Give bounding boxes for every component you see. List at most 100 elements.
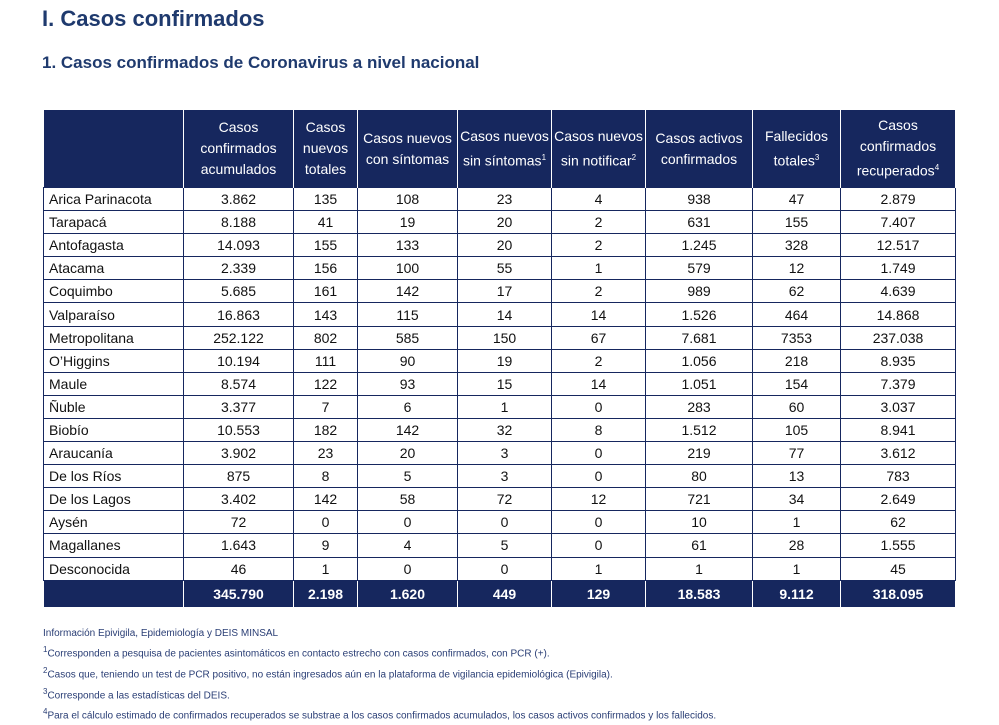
table-row: Magallanes 1.643 9 4 5 0 61 28 1.555 [43, 533, 956, 558]
value-cell: 23 [293, 441, 358, 466]
value-cell: 122 [293, 371, 358, 396]
value-cell: 579 [645, 256, 753, 281]
table-row: Arica Parinacota 3.862 135 108 23 4 938 47 2.879 [43, 186, 956, 212]
header-text: Casos confirmados recuperados [856, 117, 937, 179]
value-cell: 5 [357, 464, 458, 489]
value-cell: 7.681 [645, 325, 753, 350]
header-text: Casos nuevos sin notificar [554, 127, 643, 169]
totals-cell: 345.790 [183, 580, 294, 607]
value-cell: 47 [752, 186, 841, 212]
value-cell: 20 [457, 210, 552, 235]
value-cell: 155 [293, 233, 358, 258]
footnote-text: Casos que, teniendo un test de PCR posit… [47, 669, 613, 681]
value-cell: 61 [645, 533, 753, 558]
value-cell: 12 [752, 256, 841, 281]
value-cell: 133 [357, 233, 458, 258]
value-cell: 328 [752, 233, 841, 258]
header-text: Casos confirmados acumulados [200, 119, 277, 177]
title: I. Casos confirmados [42, 6, 265, 31]
value-cell: 1.512 [645, 417, 753, 443]
region-cell: Tarapacá [43, 210, 184, 235]
value-cell: 2 [551, 279, 646, 304]
value-cell: 12.517 [840, 233, 956, 258]
value-cell: 1 [293, 556, 358, 581]
value-cell: 23 [457, 186, 552, 212]
value-cell: 3.902 [183, 441, 294, 466]
value-cell: 14 [551, 371, 646, 396]
table-row: De los Ríos 875 8 5 3 0 80 13 783 [43, 464, 956, 489]
value-cell: 142 [357, 417, 458, 443]
value-cell: 5.685 [183, 279, 294, 304]
value-cell: 783 [840, 464, 956, 489]
value-cell: 17 [457, 279, 552, 304]
subtitle: 1. Casos confirmados de Coronavirus a ni… [42, 53, 480, 72]
value-cell: 631 [645, 210, 753, 235]
header-cell: Casos activos confirmados [645, 110, 753, 188]
value-cell: 7 [293, 394, 358, 419]
value-cell: 283 [645, 394, 753, 419]
region-cell: Araucanía [43, 441, 184, 466]
table-row: Coquimbo 5.685 161 142 17 2 989 62 4.639 [43, 279, 956, 304]
totals-cell [43, 580, 184, 607]
value-cell: 10.553 [183, 417, 294, 443]
region-cell: Aysén [43, 510, 184, 535]
value-cell: 4 [357, 533, 458, 558]
value-cell: 142 [293, 487, 358, 512]
region-cell: Ñuble [43, 394, 184, 419]
value-cell: 3.862 [183, 186, 294, 212]
value-cell: 0 [551, 441, 646, 466]
value-cell: 9 [293, 533, 358, 558]
region-cell: Desconocida [43, 556, 184, 581]
value-cell: 46 [183, 556, 294, 581]
table-row: Antofagasta 14.093 155 133 20 2 1.245 328 12.517 [43, 233, 956, 258]
table-row: Atacama 2.339 156 100 55 1 579 12 1.749 [43, 256, 956, 281]
value-cell: 156 [293, 256, 358, 281]
header-cell: Casos nuevos sin notificar2 [551, 110, 646, 188]
value-cell: 237.038 [840, 325, 956, 350]
header-sup: 3 [814, 152, 820, 162]
value-cell: 0 [357, 510, 458, 535]
value-cell: 0 [457, 556, 552, 581]
value-cell: 72 [183, 510, 294, 535]
value-cell: 32 [457, 417, 552, 443]
value-cell: 10.194 [183, 348, 294, 373]
value-cell: 45 [840, 556, 956, 581]
table-row: Tarapacá 8.188 41 19 20 2 631 155 7.407 [43, 210, 956, 235]
value-cell: 12 [551, 487, 646, 512]
header-sup: 2 [631, 152, 637, 162]
footnote: 3Corresponde a las estadísticas del DEIS… [43, 684, 716, 705]
totals-cell: 318.095 [840, 580, 956, 607]
value-cell: 182 [293, 417, 358, 443]
header-cell [43, 110, 184, 188]
value-cell: 67 [551, 325, 646, 350]
table-row: Maule 8.574 122 93 15 14 1.051 154 7.379 [43, 371, 956, 396]
value-cell: 2.649 [840, 487, 956, 512]
region-cell: De los Lagos [43, 487, 184, 512]
value-cell: 1.643 [183, 533, 294, 558]
value-cell: 34 [752, 487, 841, 512]
value-cell: 58 [357, 487, 458, 512]
region-cell: Arica Parinacota [43, 186, 184, 212]
totals-cell: 18.583 [645, 580, 753, 607]
totals-cell: 129 [551, 580, 646, 607]
totals-cell: 9.112 [752, 580, 841, 607]
value-cell: 1 [551, 256, 646, 281]
value-cell: 1 [645, 556, 753, 581]
value-cell: 585 [357, 325, 458, 350]
value-cell: 7.407 [840, 210, 956, 235]
table-row: De los Lagos 3.402 142 58 72 12 721 34 2.649 [43, 487, 956, 512]
value-cell: 3 [457, 441, 552, 466]
value-cell: 2 [551, 233, 646, 258]
footnote: 4Para el cálculo estimado de confirmados… [43, 704, 716, 725]
value-cell: 90 [357, 348, 458, 373]
value-cell: 1.526 [645, 302, 753, 327]
value-cell: 0 [551, 510, 646, 535]
region-cell: Metropolitana [43, 325, 184, 350]
value-cell: 14.093 [183, 233, 294, 258]
value-cell: 802 [293, 325, 358, 350]
value-cell: 8.188 [183, 210, 294, 235]
header-sup: 4 [934, 163, 940, 173]
footnote: Información Epivigila, Epidemiología y D… [43, 626, 716, 642]
value-cell: 3 [457, 464, 552, 489]
value-cell: 6 [357, 394, 458, 419]
